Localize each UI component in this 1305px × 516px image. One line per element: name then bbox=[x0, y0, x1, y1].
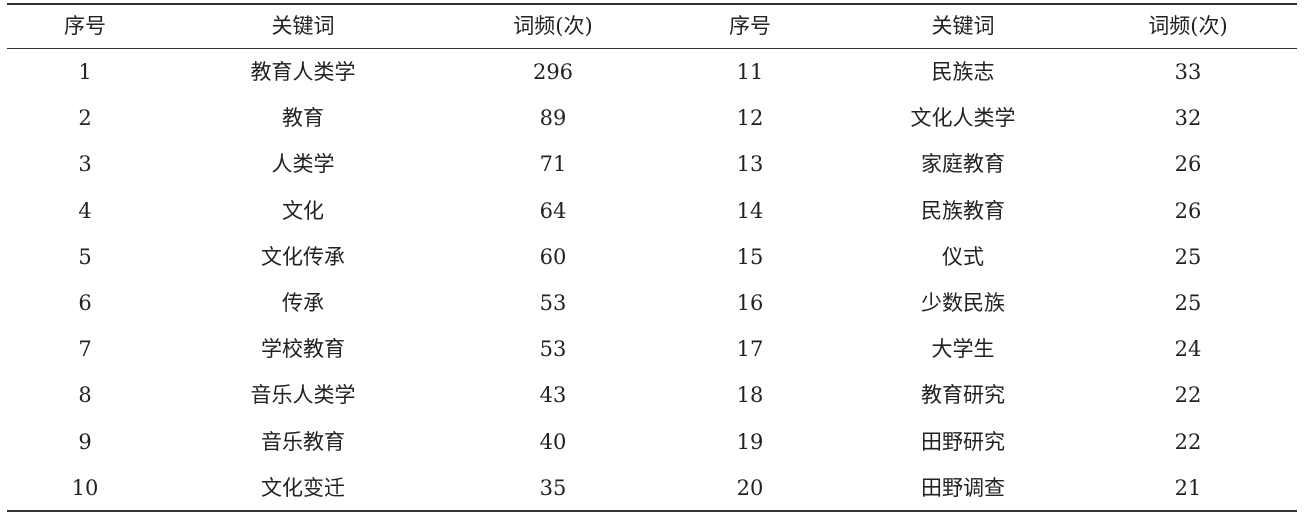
cell-keyword: 少数民族 bbox=[921, 291, 1005, 315]
cell-keyword: 民族教育 bbox=[921, 198, 1005, 223]
cell-frequency: 53 bbox=[539, 291, 567, 315]
cell-frequency: 25 bbox=[1174, 291, 1202, 315]
cell-frequency: 22 bbox=[1174, 383, 1202, 408]
cell-serial-number: 10 bbox=[71, 475, 99, 500]
cell-serial-number: 2 bbox=[78, 106, 92, 131]
cell-serial-number: 18 bbox=[736, 383, 764, 408]
cell-serial-number: 11 bbox=[736, 60, 764, 84]
cell-keyword: 教育人类学 bbox=[250, 60, 356, 84]
table-row: 2 教育 89 12 文化人类学 32 bbox=[0, 95, 1305, 141]
header-keyword: 关键词 bbox=[931, 14, 995, 38]
cell-frequency: 35 bbox=[539, 475, 567, 500]
cell-keyword: 传承 bbox=[282, 291, 324, 315]
cell-frequency: 89 bbox=[539, 106, 567, 131]
table-row: 6 传承 53 16 少数民族 25 bbox=[0, 280, 1305, 326]
cell-keyword: 家庭教育 bbox=[921, 152, 1005, 177]
table-row: 4 文化 64 14 民族教育 26 bbox=[0, 188, 1305, 234]
cell-frequency: 43 bbox=[539, 383, 567, 408]
cell-serial-number: 17 bbox=[736, 337, 764, 362]
cell-serial-number: 6 bbox=[78, 291, 92, 315]
cell-frequency: 21 bbox=[1174, 475, 1202, 500]
cell-keyword: 文化传承 bbox=[261, 244, 345, 269]
cell-keyword: 音乐教育 bbox=[261, 429, 345, 454]
bottom-rule bbox=[7, 510, 1297, 512]
cell-serial-number: 13 bbox=[736, 152, 764, 177]
table-row: 10 文化变迁 35 20 田野调查 21 bbox=[0, 465, 1305, 511]
cell-frequency: 40 bbox=[539, 429, 567, 454]
table-row: 1 教育人类学 296 11 民族志 33 bbox=[0, 49, 1305, 95]
table-row: 3 人类学 71 13 家庭教育 26 bbox=[0, 141, 1305, 187]
cell-frequency: 71 bbox=[539, 152, 567, 177]
cell-serial-number: 7 bbox=[78, 337, 92, 362]
cell-keyword: 田野研究 bbox=[921, 429, 1005, 454]
header-keyword: 关键词 bbox=[271, 14, 335, 38]
cell-keyword: 仪式 bbox=[942, 244, 984, 269]
cell-serial-number: 8 bbox=[78, 383, 92, 408]
cell-frequency: 26 bbox=[1174, 198, 1202, 223]
header-row: 序号 关键词 词频(次) 序号 关键词 词频(次) bbox=[0, 3, 1305, 49]
cell-serial-number: 5 bbox=[78, 244, 92, 269]
cell-keyword: 教育研究 bbox=[921, 383, 1005, 408]
cell-frequency: 26 bbox=[1174, 152, 1202, 177]
header-frequency: 词频(次) bbox=[513, 14, 593, 38]
cell-keyword: 学校教育 bbox=[261, 337, 345, 362]
cell-keyword: 文化人类学 bbox=[910, 106, 1016, 131]
cell-keyword: 人类学 bbox=[271, 152, 335, 177]
cell-frequency: 53 bbox=[539, 337, 567, 362]
cell-serial-number: 3 bbox=[78, 152, 92, 177]
cell-keyword: 教育 bbox=[282, 106, 324, 131]
cell-frequency: 25 bbox=[1174, 244, 1202, 269]
cell-frequency: 32 bbox=[1174, 106, 1202, 131]
table-row: 5 文化传承 60 15 仪式 25 bbox=[0, 234, 1305, 280]
cell-keyword: 音乐人类学 bbox=[250, 383, 356, 408]
table-row: 7 学校教育 53 17 大学生 24 bbox=[0, 326, 1305, 372]
table-row: 8 音乐人类学 43 18 教育研究 22 bbox=[0, 372, 1305, 418]
cell-serial-number: 20 bbox=[736, 475, 764, 500]
cell-serial-number: 4 bbox=[78, 198, 92, 223]
header-rule bbox=[7, 48, 1297, 49]
cell-frequency: 22 bbox=[1174, 429, 1202, 454]
cell-keyword: 文化变迁 bbox=[261, 475, 345, 500]
cell-serial-number: 16 bbox=[736, 291, 764, 315]
top-rule bbox=[7, 3, 1297, 5]
cell-keyword: 民族志 bbox=[931, 60, 995, 84]
header-serial-number: 序号 bbox=[729, 14, 771, 38]
table-row: 9 音乐教育 40 19 田野研究 22 bbox=[0, 419, 1305, 465]
cell-frequency: 64 bbox=[539, 198, 567, 223]
cell-keyword: 文化 bbox=[282, 198, 324, 223]
cell-frequency: 24 bbox=[1174, 337, 1202, 362]
cell-serial-number: 12 bbox=[736, 106, 764, 131]
cell-frequency: 60 bbox=[539, 244, 567, 269]
cell-serial-number: 19 bbox=[736, 429, 764, 454]
header-frequency: 词频(次) bbox=[1148, 14, 1228, 38]
cell-serial-number: 14 bbox=[736, 198, 764, 223]
cell-serial-number: 9 bbox=[78, 429, 92, 454]
cell-frequency: 33 bbox=[1174, 60, 1202, 84]
cell-keyword: 大学生 bbox=[931, 337, 995, 362]
cell-keyword: 田野调查 bbox=[921, 475, 1005, 500]
cell-serial-number: 15 bbox=[736, 244, 764, 269]
cell-serial-number: 1 bbox=[78, 60, 92, 84]
cell-frequency: 296 bbox=[532, 60, 574, 84]
header-serial-number: 序号 bbox=[64, 14, 106, 38]
